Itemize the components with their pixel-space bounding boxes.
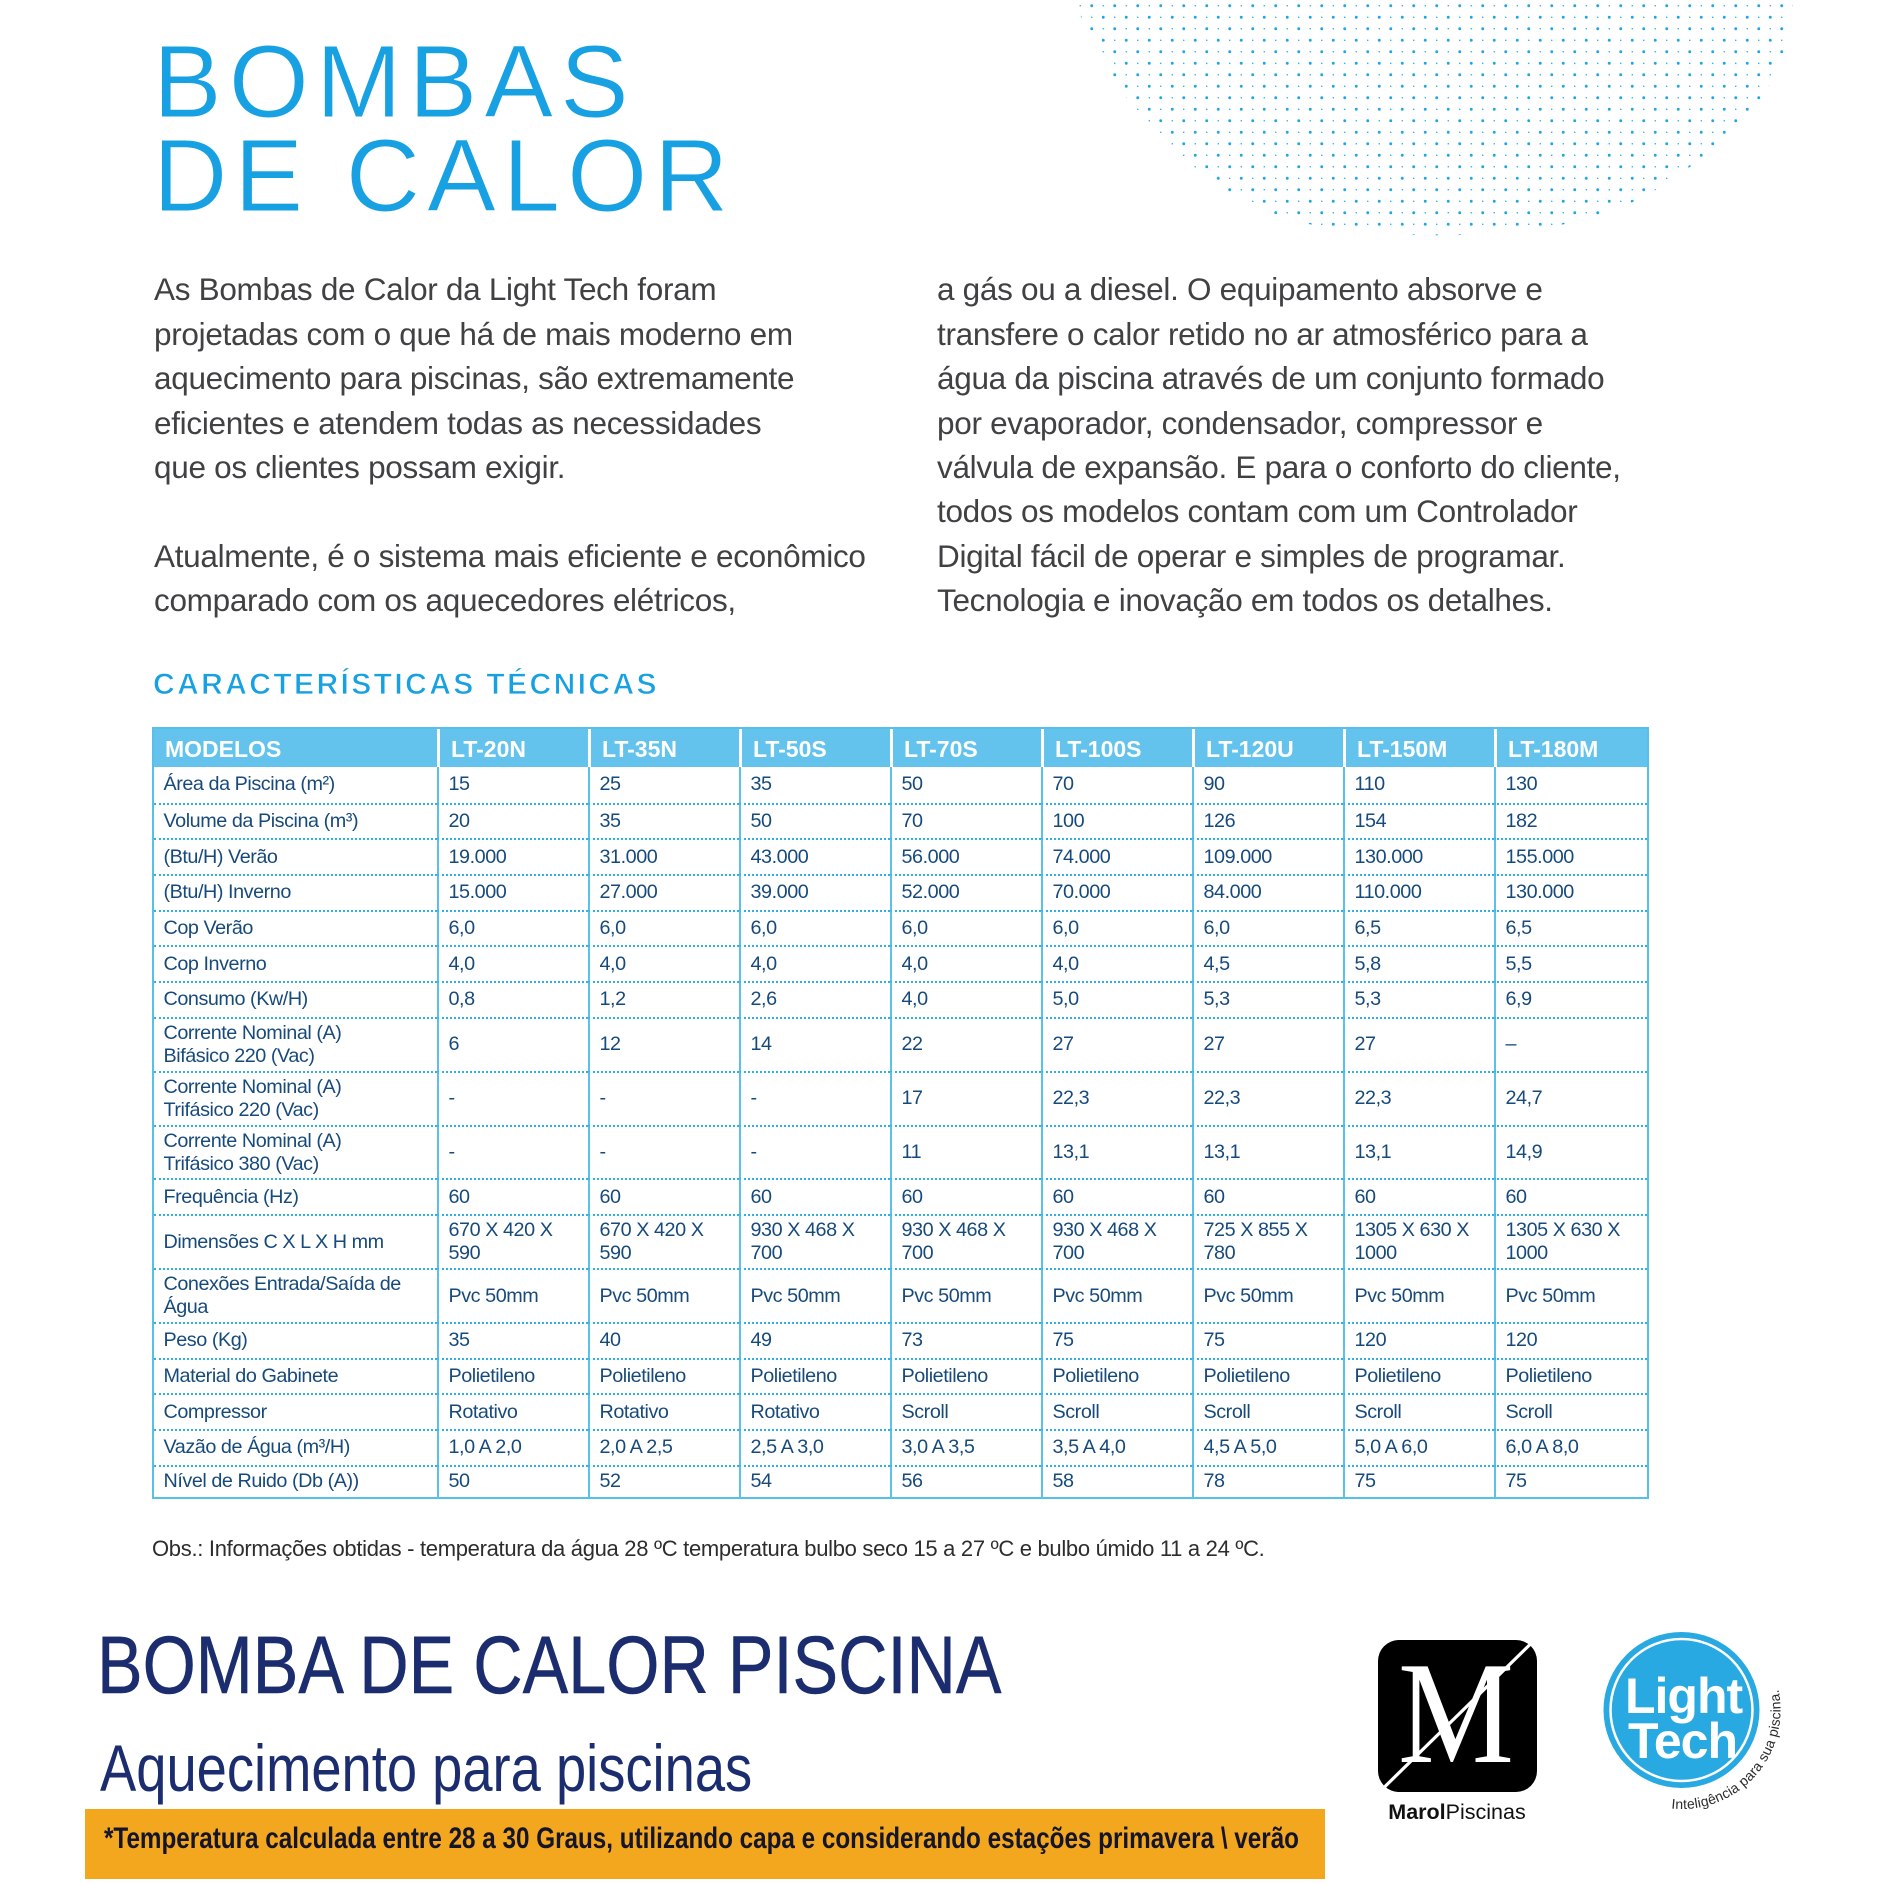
- svg-text:Light: Light: [1625, 1668, 1744, 1724]
- svg-text:Tech: Tech: [1628, 1713, 1737, 1769]
